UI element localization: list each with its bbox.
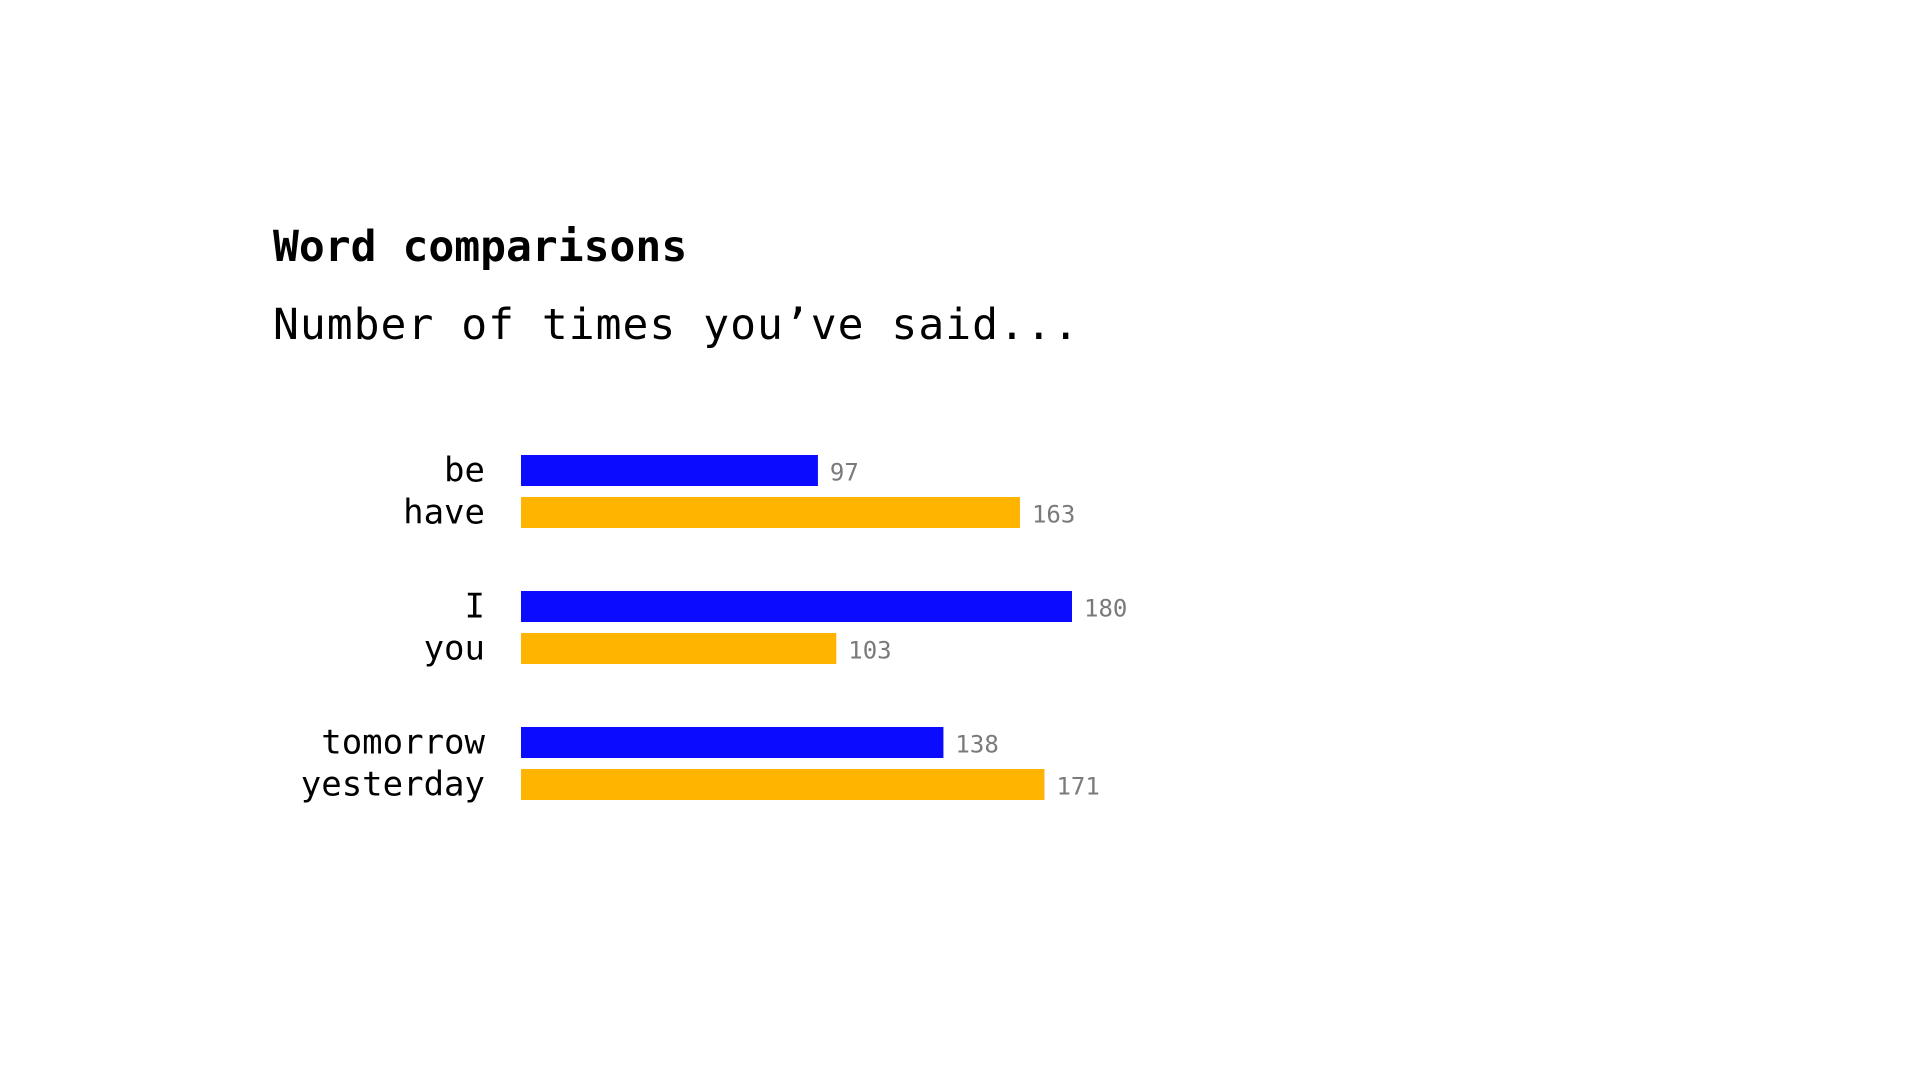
category-label-have: have — [403, 493, 485, 533]
bar-yesterday — [521, 769, 1045, 800]
bar-have — [521, 497, 1020, 528]
value-label-i: 180 — [1084, 595, 1127, 623]
category-label-i: I — [465, 587, 485, 627]
value-label-be: 97 — [830, 459, 859, 487]
category-label-tomorrow: tomorrow — [321, 723, 485, 763]
category-label-you: you — [424, 629, 485, 669]
category-label-be: be — [444, 451, 485, 491]
bar-tomorrow — [521, 727, 944, 758]
bar-be — [521, 455, 818, 486]
value-label-yesterday: 171 — [1056, 773, 1099, 801]
value-label-have: 163 — [1032, 501, 1075, 529]
bar-you — [521, 633, 837, 664]
value-label-you: 103 — [848, 637, 891, 665]
value-label-tomorrow: 138 — [955, 731, 998, 759]
chart-subtitle: Number of times you’ve said... — [273, 300, 1080, 350]
bar-i — [521, 591, 1072, 622]
category-label-yesterday: yesterday — [301, 765, 485, 805]
chart-title: Word comparisons — [273, 222, 688, 272]
